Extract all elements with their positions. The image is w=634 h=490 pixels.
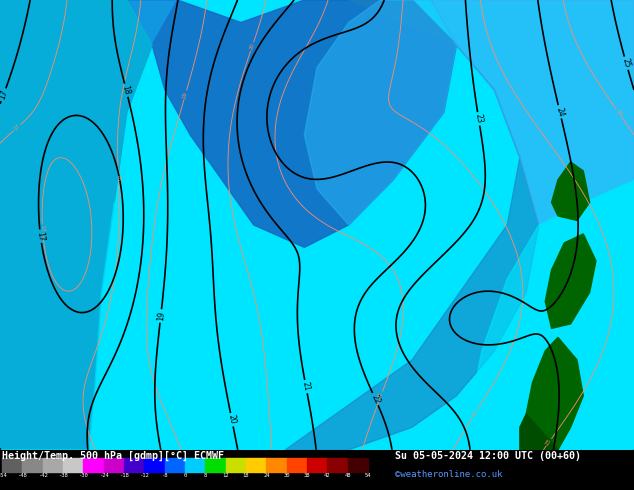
Bar: [124, 458, 145, 472]
Text: 20: 20: [249, 43, 256, 51]
Polygon shape: [526, 337, 583, 450]
Bar: [22, 458, 42, 472]
Text: 19: 19: [156, 311, 165, 321]
Text: Su 05-05-2024 12:00 UTC (00+60): Su 05-05-2024 12:00 UTC (00+60): [395, 451, 581, 461]
Text: 21: 21: [377, 392, 384, 400]
Text: 24: 24: [263, 473, 269, 478]
Text: 18: 18: [243, 473, 249, 478]
Text: 48: 48: [344, 473, 351, 478]
Text: -12: -12: [139, 473, 149, 478]
Bar: [104, 458, 124, 472]
Polygon shape: [0, 0, 152, 450]
Text: 0: 0: [183, 473, 186, 478]
Text: -42: -42: [38, 473, 48, 478]
Polygon shape: [545, 234, 596, 328]
Bar: [327, 458, 347, 472]
Text: 24: 24: [614, 108, 623, 117]
Text: 12: 12: [223, 473, 229, 478]
Polygon shape: [552, 162, 590, 220]
Bar: [42, 458, 63, 472]
Text: 19: 19: [182, 91, 189, 99]
Text: 22: 22: [369, 393, 382, 405]
Text: -48: -48: [18, 473, 27, 478]
Text: 18: 18: [120, 85, 132, 96]
Bar: [63, 458, 83, 472]
Polygon shape: [0, 0, 178, 450]
Bar: [2, 458, 22, 472]
Bar: [145, 458, 165, 472]
Text: 20: 20: [226, 414, 237, 425]
Text: -54: -54: [0, 473, 7, 478]
Text: 8: 8: [204, 473, 207, 478]
Polygon shape: [431, 0, 634, 225]
Bar: [205, 458, 226, 472]
Text: -24: -24: [99, 473, 108, 478]
Text: 23: 23: [545, 438, 553, 446]
Text: 17: 17: [36, 231, 46, 242]
Text: 21: 21: [301, 381, 311, 392]
Text: 42: 42: [324, 473, 330, 478]
Text: 17: 17: [40, 225, 45, 232]
Bar: [266, 458, 287, 472]
Polygon shape: [520, 414, 558, 450]
Text: -38: -38: [58, 473, 68, 478]
Text: -18: -18: [119, 473, 129, 478]
Text: -8: -8: [162, 473, 168, 478]
Text: 18: 18: [115, 174, 121, 181]
Bar: [246, 458, 266, 472]
Text: 54: 54: [365, 473, 372, 478]
Polygon shape: [152, 0, 456, 247]
Polygon shape: [285, 0, 539, 450]
Text: 17: 17: [0, 89, 10, 101]
Bar: [83, 458, 104, 472]
Bar: [307, 458, 327, 472]
Text: Height/Temp. 500 hPa [gdmp][°C] ECMWF: Height/Temp. 500 hPa [gdmp][°C] ECMWF: [2, 451, 224, 461]
Text: ©weatheronline.co.uk: ©weatheronline.co.uk: [395, 470, 503, 479]
Bar: [347, 458, 368, 472]
Polygon shape: [469, 180, 634, 450]
Bar: [165, 458, 185, 472]
Text: 30: 30: [283, 473, 290, 478]
Polygon shape: [304, 0, 456, 225]
Text: -30: -30: [79, 473, 88, 478]
Polygon shape: [0, 202, 222, 450]
Text: 17: 17: [13, 123, 22, 132]
Text: 24: 24: [554, 106, 566, 118]
Bar: [226, 458, 246, 472]
Text: 25: 25: [621, 57, 632, 69]
Text: 23: 23: [474, 113, 484, 124]
Text: 38: 38: [304, 473, 310, 478]
Bar: [287, 458, 307, 472]
Text: 22: 22: [471, 409, 479, 418]
Bar: [185, 458, 205, 472]
